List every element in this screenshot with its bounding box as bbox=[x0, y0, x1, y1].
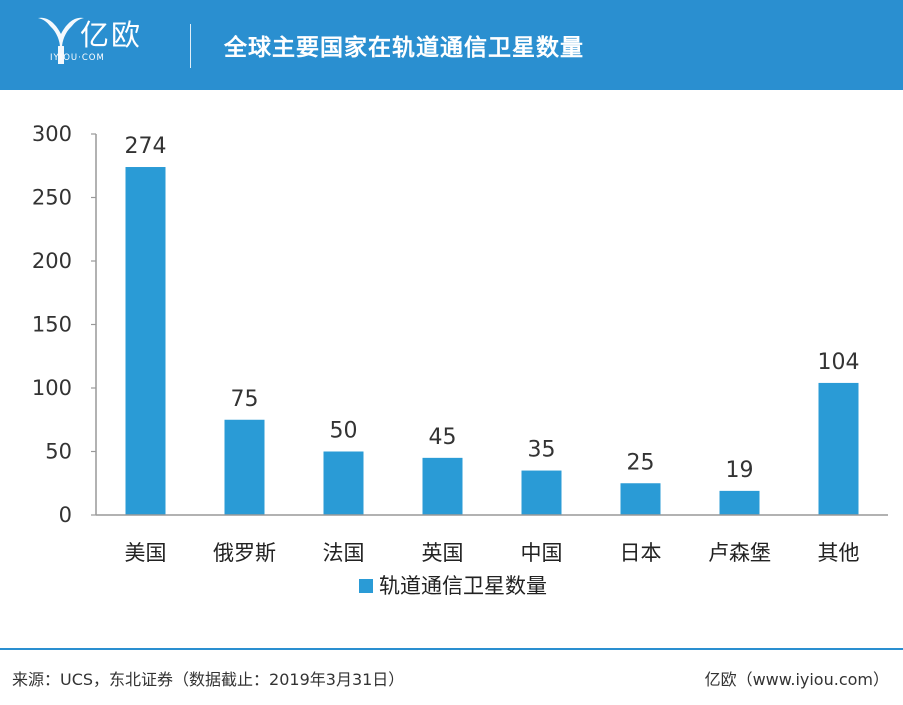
bar-4 bbox=[521, 470, 562, 515]
y-tick-label: 250 bbox=[32, 186, 72, 210]
category-label: 美国 bbox=[125, 541, 167, 565]
legend-swatch bbox=[359, 579, 373, 593]
data-label: 35 bbox=[528, 438, 556, 463]
bar-1 bbox=[224, 419, 265, 515]
legend: 轨道通信卫星数量 bbox=[359, 574, 547, 598]
category-label: 英国 bbox=[422, 541, 464, 565]
source-note: 来源：UCS，东北证券（数据截止：2019年3月31日） bbox=[12, 670, 405, 689]
y-tick-label: 50 bbox=[45, 440, 72, 464]
category-label: 其他 bbox=[818, 541, 860, 565]
header-divider bbox=[190, 24, 191, 68]
y-tick-label: 300 bbox=[32, 122, 72, 146]
data-label: 104 bbox=[818, 350, 860, 375]
yiou-logo-icon bbox=[38, 17, 84, 65]
y-tick-label: 0 bbox=[59, 503, 72, 527]
data-label: 19 bbox=[726, 458, 754, 483]
bar-0 bbox=[125, 167, 166, 515]
category-label: 法国 bbox=[323, 541, 365, 565]
bar-5 bbox=[620, 483, 661, 515]
data-label: 25 bbox=[627, 450, 655, 475]
category-label: 日本 bbox=[620, 541, 662, 565]
category-label: 中国 bbox=[521, 541, 563, 565]
bars: 274 75 50 45 35 25 19 104 bbox=[125, 134, 860, 515]
page-title: 全球主要国家在轨道通信卫星数量 bbox=[224, 35, 584, 61]
y-tick-label: 200 bbox=[32, 249, 72, 273]
brand-name: 亿欧 bbox=[80, 18, 143, 52]
bar-2 bbox=[323, 451, 364, 515]
category-label: 卢森堡 bbox=[708, 541, 771, 565]
category-label: 俄罗斯 bbox=[213, 541, 276, 565]
brand-subtitle: IYIOU·COM bbox=[50, 53, 105, 63]
data-label: 75 bbox=[231, 387, 259, 412]
bar-7 bbox=[818, 382, 859, 515]
bar-6 bbox=[719, 490, 760, 515]
header-banner: 亿欧 IYIOU·COM 全球主要国家在轨道通信卫星数量 bbox=[0, 0, 903, 90]
y-tick-label: 150 bbox=[32, 313, 72, 337]
data-label: 274 bbox=[125, 134, 167, 159]
bar-3 bbox=[422, 457, 463, 515]
legend-label: 轨道通信卫星数量 bbox=[379, 574, 547, 598]
data-label: 45 bbox=[429, 425, 457, 450]
credit-note: 亿欧（www.iyiou.com） bbox=[704, 670, 889, 689]
y-tick-label: 100 bbox=[32, 376, 72, 400]
category-labels: 美国 俄罗斯 法国 英国 中国 日本 卢森堡 其他 bbox=[125, 541, 860, 565]
data-label: 50 bbox=[330, 419, 358, 444]
footer-divider bbox=[0, 648, 903, 650]
bar-chart: 0 50 100 150 200 250 300 274 75 50 45 35 25 19 104 美国… bbox=[32, 122, 888, 598]
y-axis-ticks: 0 50 100 150 200 250 300 bbox=[32, 122, 96, 527]
